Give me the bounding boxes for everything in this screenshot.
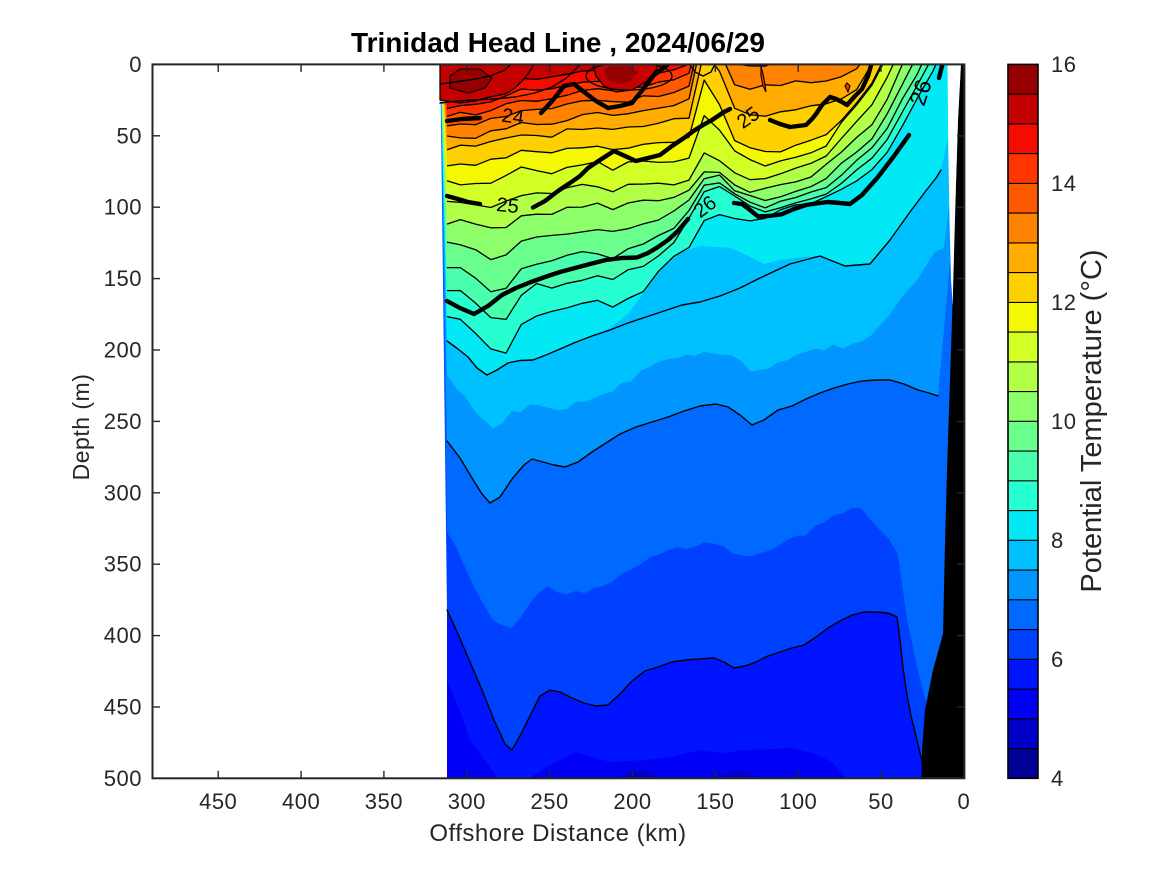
svg-text:16: 16 bbox=[1051, 52, 1076, 77]
svg-text:300: 300 bbox=[104, 480, 142, 505]
svg-text:24: 24 bbox=[500, 105, 525, 130]
svg-text:14: 14 bbox=[1051, 171, 1076, 196]
svg-text:450: 450 bbox=[199, 789, 237, 814]
svg-text:Potential Temperature (°C): Potential Temperature (°C) bbox=[1076, 249, 1108, 592]
svg-text:400: 400 bbox=[282, 789, 320, 814]
svg-text:Offshore Distance (km): Offshore Distance (km) bbox=[429, 820, 686, 847]
svg-text:150: 150 bbox=[696, 789, 734, 814]
svg-text:250: 250 bbox=[530, 789, 568, 814]
svg-text:300: 300 bbox=[448, 789, 486, 814]
svg-text:400: 400 bbox=[104, 623, 142, 648]
svg-text:450: 450 bbox=[104, 695, 142, 720]
svg-text:100: 100 bbox=[104, 195, 142, 220]
svg-text:Trinidad Head Line , 2024/06/2: Trinidad Head Line , 2024/06/29 bbox=[351, 27, 765, 58]
svg-text:200: 200 bbox=[613, 789, 651, 814]
svg-text:10: 10 bbox=[1051, 409, 1076, 434]
svg-text:6: 6 bbox=[1051, 647, 1064, 672]
svg-text:0: 0 bbox=[958, 789, 971, 814]
svg-text:500: 500 bbox=[104, 766, 142, 791]
svg-text:Depth (m): Depth (m) bbox=[68, 374, 94, 481]
svg-text:150: 150 bbox=[104, 266, 142, 291]
svg-text:350: 350 bbox=[104, 552, 142, 577]
svg-text:25: 25 bbox=[495, 194, 519, 218]
svg-text:100: 100 bbox=[779, 789, 817, 814]
svg-text:200: 200 bbox=[104, 338, 142, 363]
svg-text:4: 4 bbox=[1051, 766, 1064, 791]
svg-text:250: 250 bbox=[104, 409, 142, 434]
svg-text:50: 50 bbox=[117, 123, 142, 148]
svg-text:12: 12 bbox=[1051, 290, 1076, 315]
svg-text:8: 8 bbox=[1051, 528, 1064, 553]
svg-text:0: 0 bbox=[129, 52, 142, 77]
svg-text:350: 350 bbox=[365, 789, 403, 814]
svg-text:50: 50 bbox=[868, 789, 893, 814]
